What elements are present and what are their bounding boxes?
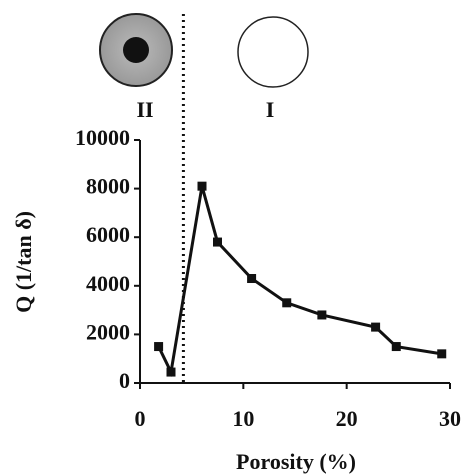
grain-icon	[237, 16, 309, 88]
x-tick-label: 10	[232, 406, 254, 431]
x-tick-label: 0	[135, 406, 146, 431]
y-tick-label: 0	[119, 368, 130, 393]
region-label: I	[266, 97, 275, 122]
y-axis-label: Q (1/tan δ)	[11, 211, 36, 313]
data-point	[437, 349, 447, 359]
data-point	[197, 181, 207, 191]
grain-core	[123, 37, 149, 63]
data-point	[282, 298, 292, 308]
data-point	[154, 342, 164, 352]
data-point	[317, 310, 327, 320]
y-tick-label: 8000	[86, 174, 130, 199]
x-tick-label: 20	[336, 406, 358, 431]
y-tick-label: 10000	[75, 125, 130, 150]
y-tick-label: 2000	[86, 319, 130, 344]
data-line	[157, 185, 442, 377]
region-label: II	[136, 97, 153, 122]
data-point	[391, 342, 401, 352]
data-point	[213, 237, 222, 247]
x-tick-label: 30	[439, 406, 461, 431]
y-tick-label: 6000	[86, 222, 130, 247]
data-point	[371, 322, 381, 332]
data-point	[247, 274, 257, 284]
data-point	[166, 367, 176, 377]
y-tick-label: 4000	[86, 271, 130, 296]
x-axis-label: Porosity (%)	[236, 449, 356, 474]
